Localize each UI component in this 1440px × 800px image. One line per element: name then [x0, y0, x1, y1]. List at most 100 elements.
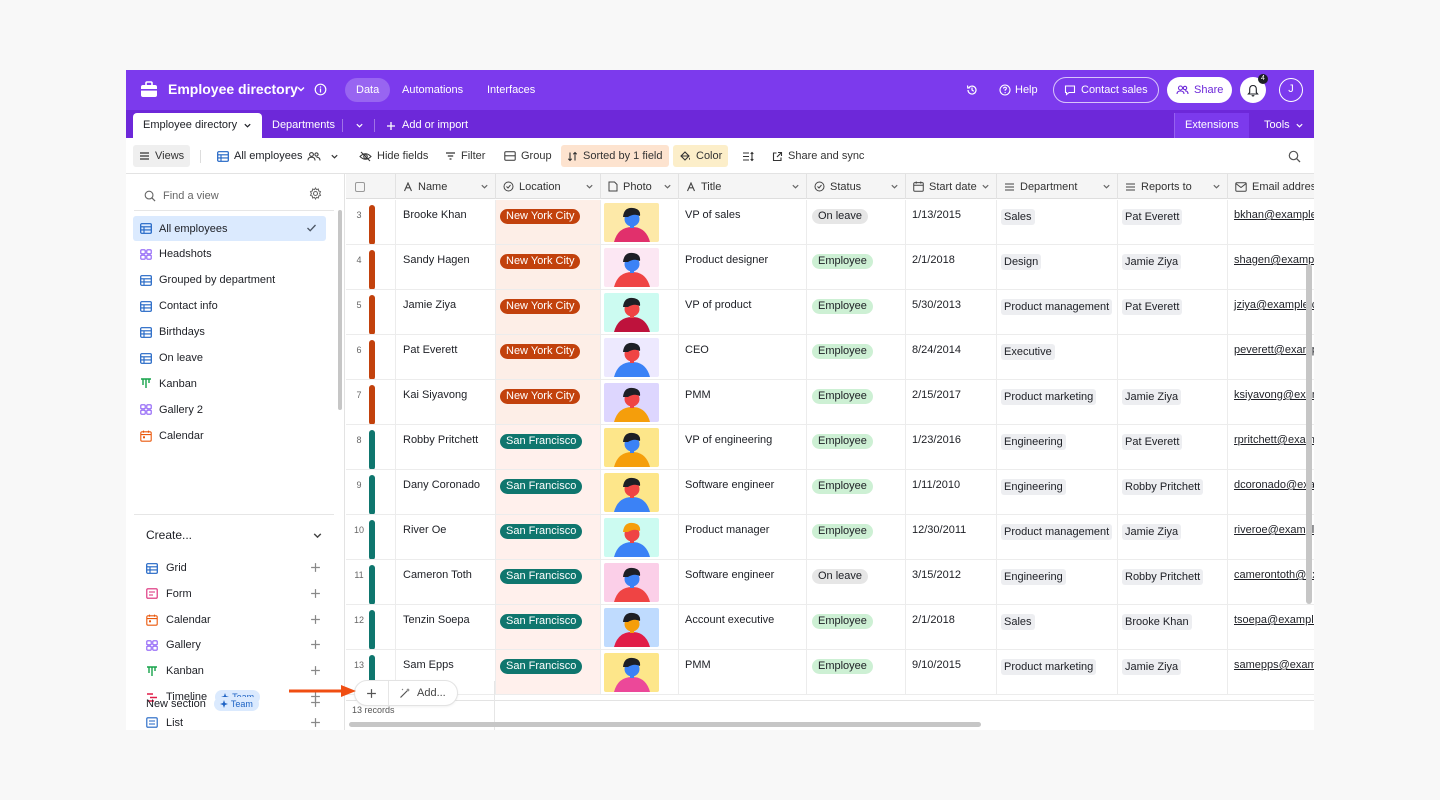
email-cell[interactable]: dcoronado@example.com: [1228, 470, 1314, 514]
reports-to-cell[interactable]: Pat Everett: [1118, 290, 1228, 334]
email-cell[interactable]: riveroe@example.com: [1228, 515, 1314, 559]
group-button[interactable]: Group: [498, 145, 558, 167]
create-grid-view[interactable]: Grid: [146, 557, 326, 579]
table-row[interactable]: 9 Dany Coronado San Francisco Software eng…: [346, 470, 1314, 515]
employee-photo[interactable]: [604, 563, 659, 602]
photo-cell[interactable]: [601, 515, 679, 559]
email-cell[interactable]: samepps@example.com: [1228, 650, 1314, 694]
department-cell[interactable]: Sales: [997, 605, 1118, 649]
sidebar-view-calendar[interactable]: Calendar: [133, 423, 326, 448]
plus-icon[interactable]: [310, 697, 321, 708]
create-form-view[interactable]: Form: [146, 583, 326, 605]
hide-fields-button[interactable]: Hide fields: [353, 145, 434, 167]
plus-icon[interactable]: [310, 665, 321, 676]
reports-to-cell[interactable]: Robby Pritchett: [1118, 560, 1228, 604]
tools-button[interactable]: Tools: [1254, 113, 1314, 138]
views-button[interactable]: Views: [133, 145, 191, 167]
photo-cell[interactable]: [601, 560, 679, 604]
color-button[interactable]: Color: [673, 145, 729, 167]
department-cell[interactable]: Engineering: [997, 560, 1118, 604]
reports-to-cell[interactable]: Pat Everett: [1118, 200, 1228, 244]
table-row[interactable]: 7 Kai Siyavong New York City PMM Employee 2/…: [346, 380, 1314, 425]
department-cell[interactable]: Design: [997, 245, 1118, 289]
row-header[interactable]: 11: [346, 560, 396, 604]
location-cell[interactable]: New York City: [496, 200, 601, 244]
name-cell[interactable]: Sam Epps: [396, 650, 496, 694]
table-row[interactable]: 3 Brooke Khan New York City VP of sales On …: [346, 200, 1314, 245]
start-date-cell[interactable]: 1/23/2016: [906, 425, 997, 469]
name-cell[interactable]: River Oe: [396, 515, 496, 559]
chevron-down-icon[interactable]: [663, 182, 672, 191]
sidebar-view-gallery-2[interactable]: Gallery 2: [133, 397, 326, 422]
location-cell[interactable]: San Francisco: [496, 605, 601, 649]
status-cell[interactable]: Employee: [807, 650, 906, 694]
sidebar-view-headshots[interactable]: Headshots: [133, 242, 326, 267]
status-cell[interactable]: Employee: [807, 380, 906, 424]
name-cell[interactable]: Cameron Toth: [396, 560, 496, 604]
sidebar-view-kanban[interactable]: Kanban: [133, 371, 326, 396]
row-header[interactable]: 4: [346, 245, 396, 289]
start-date-cell[interactable]: 8/24/2014: [906, 335, 997, 379]
start-date-cell[interactable]: 3/15/2012: [906, 560, 997, 604]
employee-photo[interactable]: [604, 203, 659, 242]
row-header[interactable]: 7: [346, 380, 396, 424]
status-cell[interactable]: Employee: [807, 470, 906, 514]
create-kanban-view[interactable]: Kanban: [146, 660, 326, 682]
title-cell[interactable]: Account executive: [679, 605, 807, 649]
table-row[interactable]: 13 Sam Epps San Francisco PMM Employee 9/10/…: [346, 650, 1314, 695]
sidebar-view-birthdays[interactable]: Birthdays: [133, 320, 326, 345]
notifications-button[interactable]: 4: [1240, 74, 1268, 103]
filter-button[interactable]: Filter: [439, 145, 491, 167]
photo-cell[interactable]: [601, 245, 679, 289]
plus-icon[interactable]: [310, 717, 321, 728]
chevron-down-icon[interactable]: [480, 182, 489, 191]
employee-photo[interactable]: [604, 248, 659, 287]
location-cell[interactable]: San Francisco: [496, 650, 601, 694]
row-header[interactable]: 13: [346, 650, 396, 694]
add-or-import-button[interactable]: Add or import: [376, 113, 478, 138]
row-header[interactable]: 9: [346, 470, 396, 514]
chevron-down-icon[interactable]: [312, 530, 323, 541]
email-cell[interactable]: shagen@example.com: [1228, 245, 1314, 289]
new-section-button[interactable]: New section Team: [146, 693, 326, 715]
title-cell[interactable]: Software engineer: [679, 560, 807, 604]
department-cell[interactable]: Engineering: [997, 470, 1118, 514]
status-cell[interactable]: Employee: [807, 605, 906, 649]
nav-data[interactable]: Data: [345, 78, 391, 102]
column-header-status[interactable]: Status: [807, 174, 906, 199]
chevron-down-icon[interactable]: [296, 84, 306, 94]
row-header[interactable]: 8: [346, 425, 396, 469]
sidebar-view-contact-info[interactable]: Contact info: [133, 294, 326, 319]
add-record-button[interactable]: [355, 681, 389, 705]
chevron-down-icon[interactable]: [355, 121, 364, 130]
share-button[interactable]: Share: [1167, 77, 1233, 103]
reports-to-cell[interactable]: Jamie Ziya: [1118, 515, 1228, 559]
employee-photo[interactable]: [604, 428, 659, 467]
table-row[interactable]: 10 River Oe San Francisco Product manager E…: [346, 515, 1314, 560]
nav-automations[interactable]: Automations: [402, 84, 464, 96]
status-cell[interactable]: Employee: [807, 290, 906, 334]
column-header-department[interactable]: Department: [997, 174, 1118, 199]
location-cell[interactable]: San Francisco: [496, 515, 601, 559]
photo-cell[interactable]: [601, 650, 679, 694]
column-header-location[interactable]: Location: [496, 174, 601, 199]
employee-photo[interactable]: [604, 383, 659, 422]
column-header-name[interactable]: Name: [396, 174, 496, 199]
reports-to-cell[interactable]: Jamie Ziya: [1118, 380, 1228, 424]
title-cell[interactable]: Product designer: [679, 245, 807, 289]
start-date-cell[interactable]: 2/15/2017: [906, 380, 997, 424]
email-cell[interactable]: ksiyavong@example.com: [1228, 380, 1314, 424]
department-cell[interactable]: Product marketing: [997, 380, 1118, 424]
chevron-down-icon[interactable]: [890, 182, 899, 191]
email-cell[interactable]: rpritchett@example.com: [1228, 425, 1314, 469]
chevron-down-icon[interactable]: [1212, 182, 1221, 191]
sidebar-view-on-leave[interactable]: On leave: [133, 346, 326, 371]
sidebar-view-all-employees[interactable]: All employees: [133, 216, 326, 241]
name-cell[interactable]: Robby Pritchett: [396, 425, 496, 469]
table-row[interactable]: 12 Tenzin Soepa San Francisco Account exec…: [346, 605, 1314, 650]
location-cell[interactable]: San Francisco: [496, 470, 601, 514]
table-row[interactable]: 8 Robby Pritchett San Francisco VP of engi…: [346, 425, 1314, 470]
gear-icon[interactable]: [309, 187, 322, 200]
name-cell[interactable]: Sandy Hagen: [396, 245, 496, 289]
name-cell[interactable]: Jamie Ziya: [396, 290, 496, 334]
